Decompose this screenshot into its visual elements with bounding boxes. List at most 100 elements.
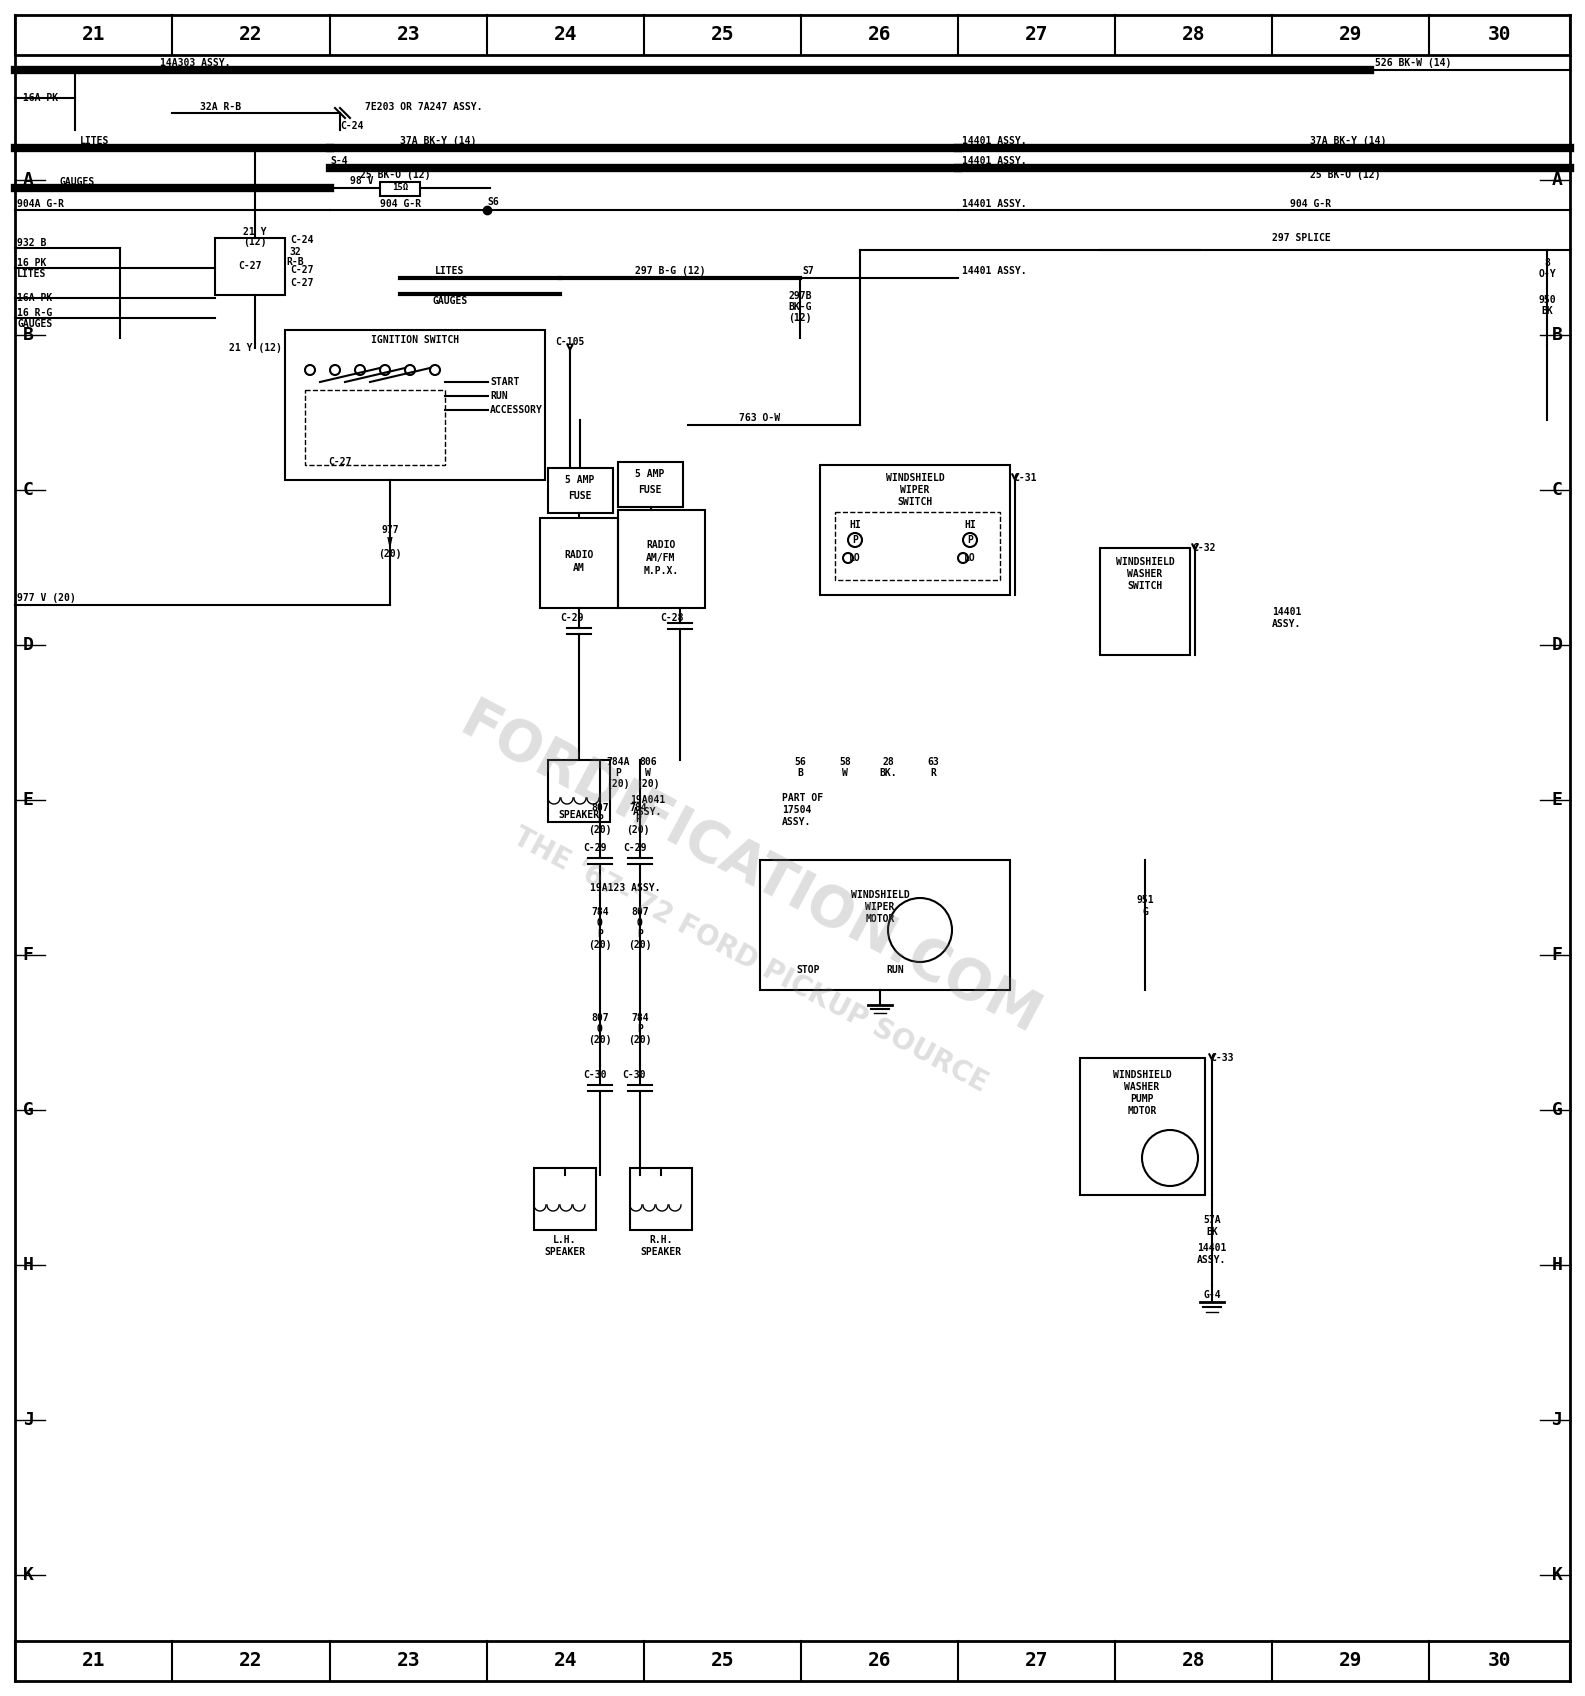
- Text: 19A123 ASSY.: 19A123 ASSY.: [590, 884, 661, 894]
- Text: 14401: 14401: [1197, 1243, 1227, 1253]
- Text: O: O: [637, 918, 644, 928]
- Text: (20): (20): [588, 1035, 612, 1045]
- Text: PUMP: PUMP: [1130, 1094, 1154, 1104]
- Text: P: P: [598, 929, 602, 940]
- Text: 784: 784: [629, 802, 647, 812]
- Text: V: V: [387, 538, 393, 548]
- Text: 25 BK-O (12): 25 BK-O (12): [1309, 170, 1381, 180]
- Text: WINDSHIELD: WINDSHIELD: [1113, 1070, 1171, 1080]
- Text: ASSY.: ASSY.: [1197, 1255, 1227, 1265]
- Text: H: H: [1552, 1257, 1563, 1274]
- Text: SPEAKER: SPEAKER: [544, 1247, 585, 1257]
- Text: WIPER: WIPER: [865, 902, 894, 912]
- Text: 977 V (20): 977 V (20): [17, 594, 76, 604]
- Text: 25 BK-O (12): 25 BK-O (12): [360, 170, 431, 180]
- Text: 807: 807: [591, 802, 609, 812]
- Text: 14401 ASSY.: 14401 ASSY.: [962, 266, 1027, 276]
- Text: 904A G-R: 904A G-R: [17, 198, 63, 209]
- Text: BK: BK: [1541, 305, 1553, 315]
- Text: P: P: [598, 814, 602, 824]
- Text: 24: 24: [553, 1652, 577, 1671]
- Text: SWITCH: SWITCH: [1127, 582, 1163, 590]
- Text: M.P.X.: M.P.X.: [644, 566, 678, 577]
- Text: GAUGES: GAUGES: [60, 176, 95, 187]
- Text: S7: S7: [802, 266, 813, 276]
- Text: 21 Y (12): 21 Y (12): [228, 343, 282, 353]
- Text: 21: 21: [82, 25, 105, 44]
- Text: WASHER: WASHER: [1124, 1082, 1160, 1092]
- Text: (20): (20): [588, 940, 612, 950]
- Text: 807: 807: [591, 1013, 609, 1023]
- Text: WASHER: WASHER: [1127, 568, 1163, 578]
- Text: C-105: C-105: [555, 338, 585, 348]
- Text: -16A PK: -16A PK: [17, 93, 59, 103]
- Text: C-32: C-32: [1192, 543, 1216, 553]
- Text: G-4: G-4: [1203, 1291, 1220, 1301]
- Text: 98 V: 98 V: [350, 176, 374, 187]
- Text: GAUGES: GAUGES: [17, 319, 52, 329]
- Text: 19A041: 19A041: [631, 795, 666, 806]
- Text: C: C: [22, 482, 33, 499]
- Text: WINDSHIELD: WINDSHIELD: [851, 890, 910, 901]
- Text: 26: 26: [867, 1652, 891, 1671]
- Text: S-4: S-4: [330, 156, 347, 166]
- Text: 28: 28: [1182, 1652, 1205, 1671]
- Text: 23: 23: [396, 1652, 420, 1671]
- Text: 932 B: 932 B: [17, 237, 46, 248]
- Text: 297B: 297B: [788, 292, 812, 300]
- Text: C-31: C-31: [1013, 473, 1037, 483]
- Text: STOP: STOP: [796, 965, 819, 975]
- Text: 26: 26: [867, 25, 891, 44]
- Text: P: P: [637, 929, 644, 940]
- Text: BK: BK: [1206, 1226, 1217, 1236]
- Text: 30: 30: [1488, 1652, 1511, 1671]
- Text: 25: 25: [710, 1652, 734, 1671]
- Text: G: G: [1143, 907, 1148, 918]
- Text: (20): (20): [626, 824, 650, 834]
- Text: D: D: [22, 636, 33, 655]
- Text: F: F: [22, 946, 33, 963]
- Text: WIPER: WIPER: [900, 485, 930, 495]
- Text: WINDSHIELD: WINDSHIELD: [1116, 556, 1174, 566]
- Text: C-29: C-29: [623, 843, 647, 853]
- Text: 27: 27: [1025, 25, 1048, 44]
- Text: O: O: [598, 1024, 602, 1035]
- Text: C: C: [1552, 482, 1563, 499]
- Text: SPEAKER: SPEAKER: [640, 1247, 682, 1257]
- Text: BK-G: BK-G: [788, 302, 812, 312]
- Text: K: K: [22, 1565, 33, 1584]
- Text: (20): (20): [379, 550, 401, 560]
- Text: W: W: [645, 768, 651, 778]
- Text: 58: 58: [838, 756, 851, 767]
- Text: 22: 22: [239, 25, 263, 44]
- Text: SWITCH: SWITCH: [897, 497, 932, 507]
- Text: FUSE: FUSE: [569, 492, 591, 500]
- Text: LITES: LITES: [17, 270, 46, 280]
- Text: WINDSHIELD: WINDSHIELD: [886, 473, 945, 483]
- Text: LITES: LITES: [79, 136, 109, 146]
- Text: C-24: C-24: [341, 120, 363, 131]
- Text: 763 O-W: 763 O-W: [740, 414, 780, 422]
- Text: 63: 63: [927, 756, 938, 767]
- Text: 22: 22: [239, 1652, 263, 1671]
- Text: 297 B-G (12): 297 B-G (12): [634, 266, 705, 276]
- Text: 807: 807: [631, 907, 648, 918]
- Text: PART OF: PART OF: [781, 794, 823, 802]
- Text: START: START: [490, 377, 520, 387]
- Text: AM/FM: AM/FM: [647, 553, 675, 563]
- Text: HI: HI: [850, 521, 861, 529]
- Text: 784: 784: [631, 1013, 648, 1023]
- Text: 21 Y: 21 Y: [243, 227, 266, 237]
- Text: G: G: [1552, 1101, 1563, 1119]
- Text: 16 PK: 16 PK: [17, 258, 46, 268]
- Text: S6: S6: [487, 197, 499, 207]
- Text: C-29: C-29: [583, 843, 607, 853]
- Text: D: D: [1552, 636, 1563, 655]
- Text: 25: 25: [710, 25, 734, 44]
- Text: 5 AMP: 5 AMP: [566, 475, 594, 485]
- Text: 29: 29: [1339, 25, 1362, 44]
- Text: LITES: LITES: [436, 266, 464, 276]
- Text: 17504: 17504: [781, 806, 812, 816]
- Text: 56: 56: [794, 756, 805, 767]
- Text: 30: 30: [1488, 25, 1511, 44]
